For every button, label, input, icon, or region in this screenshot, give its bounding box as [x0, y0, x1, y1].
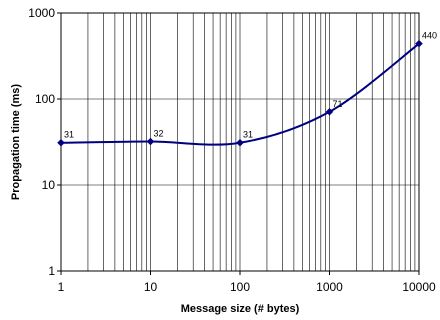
- x-axis-title: Message size (# bytes): [181, 303, 300, 315]
- data-point-marker: [57, 138, 65, 147]
- x-tick-label: 10000: [402, 280, 436, 294]
- data-point-label: 71: [333, 99, 343, 109]
- x-axis-ticks: 1 10 100 1000 10000: [58, 271, 436, 294]
- data-point-marker: [325, 107, 334, 116]
- data-labels: 31 32 31 71 440: [64, 31, 437, 140]
- y-tick-label: 1000: [28, 6, 55, 20]
- y-tick-label: 10: [42, 178, 56, 192]
- y-axis-ticks: 1 10 100 1000: [28, 6, 61, 278]
- data-point-label: 32: [154, 129, 164, 139]
- data-point-marker: [146, 137, 155, 146]
- x-tick-label: 10: [144, 280, 158, 294]
- y-axis-title: Propagation time (ms): [10, 84, 22, 200]
- x-tick-label: 100: [230, 280, 250, 294]
- data-point-label: 31: [64, 130, 74, 140]
- data-point-marker: [236, 138, 244, 147]
- y-tick-label: 1: [48, 264, 55, 278]
- x-tick-label: 1000: [316, 280, 343, 294]
- data-point-label: 440: [422, 31, 437, 41]
- data-point-label: 31: [243, 130, 253, 140]
- x-tick-label: 1: [58, 280, 65, 294]
- y-tick-label: 100: [35, 92, 55, 106]
- data-point-marker: [415, 39, 423, 48]
- series-markers: [57, 39, 423, 147]
